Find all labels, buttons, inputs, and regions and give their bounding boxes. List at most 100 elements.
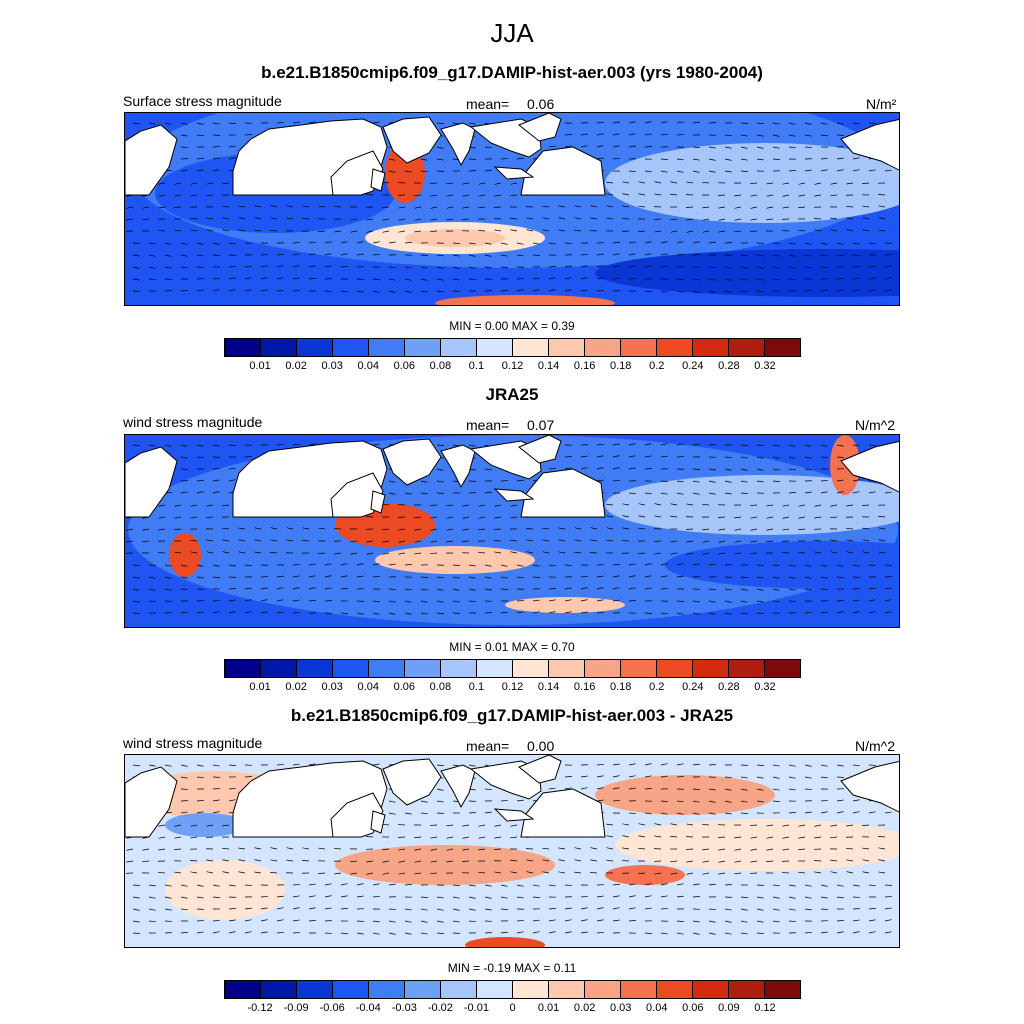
colorbar-tick-label: 0.2 (649, 681, 665, 693)
contour-region (435, 295, 615, 305)
landmass (518, 113, 562, 142)
colorbar-swatch (549, 981, 585, 998)
colorbar-tick-label: 0.01 (249, 360, 271, 372)
contour-region (165, 813, 245, 837)
colorbar-tick-label: 0.32 (754, 360, 776, 372)
colorbar-tick-label: 0.1 (468, 681, 485, 693)
colorbar-tick-label: 0.12 (754, 1002, 776, 1014)
contour-region (165, 860, 285, 920)
panel-1-title: b.e21.B1850cmip6.f09_g17.DAMIP-hist-aer.… (261, 63, 763, 82)
colorbar-swatch (513, 660, 549, 677)
colorbar-tick-label: 0.06 (393, 360, 416, 372)
figure-title: JJA (490, 18, 534, 48)
landmass (125, 446, 178, 518)
colorbar-swatch (333, 339, 369, 356)
colorbar-tick-label: 0.06 (682, 1002, 704, 1014)
panel-3-map (124, 754, 900, 948)
contour-region (605, 143, 899, 223)
colorbar-swatch (657, 981, 693, 998)
colorbar-tick-label: 0.03 (321, 681, 343, 693)
panel-1-mean-label: mean= (466, 96, 510, 112)
colorbar-tick-label: 0.01 (249, 681, 271, 693)
colorbar-swatch (621, 981, 657, 998)
colorbar-swatch (585, 339, 621, 356)
panel-1-colorbar (224, 338, 801, 357)
contour-region (615, 819, 899, 871)
landmass (518, 435, 562, 464)
landmass (370, 490, 386, 514)
colorbar-swatch (261, 339, 297, 356)
colorbar-swatch (333, 981, 369, 998)
colorbar-swatch (477, 339, 513, 356)
landmass (493, 488, 535, 502)
colorbar-swatch (513, 339, 549, 356)
colorbar-tick-label: -0.01 (463, 1002, 489, 1014)
colorbar-swatch (405, 660, 441, 677)
contour-region (405, 229, 505, 247)
panel-3-mean-label: mean= (466, 738, 510, 754)
landmass (382, 758, 442, 806)
landmass (840, 760, 899, 813)
panel-3-variable-label: wind stress magnitude (123, 735, 263, 751)
colorbar-swatch (765, 660, 800, 677)
contour-region (595, 775, 775, 815)
colorbar-tick-label: 0.24 (682, 360, 704, 372)
panel-1-variable-label: Surface stress magnitude (123, 93, 282, 109)
panel-2-mean-value: 0.07 (527, 417, 555, 433)
colorbar-tick-label: 0.08 (429, 360, 452, 372)
panel-3-title: b.e21.B1850cmip6.f09_g17.DAMIP-hist-aer.… (290, 706, 734, 725)
panel-1-units: N/m² (866, 96, 897, 112)
colorbar-swatch (729, 660, 765, 677)
colorbar-swatch (261, 660, 297, 677)
colorbar-tick-label: 0.04 (357, 681, 379, 693)
landmass (440, 122, 476, 167)
colorbar-tick-label: -0.02 (427, 1002, 453, 1014)
contour-region (605, 475, 899, 535)
panel-2-colorbar-ticks: 0.01 0.02 0.03 0.04 0.06 0.08 0.1 0.12 0.14 0.16 0… (224, 681, 801, 695)
panel-2-units: N/m^2 (855, 417, 896, 433)
colorbar-tick-label: 0.28 (718, 360, 740, 372)
panel-1-map (124, 112, 900, 306)
colorbar-tick-label: 0.16 (573, 360, 596, 372)
landmass (382, 116, 442, 164)
colorbar-swatch (477, 660, 513, 677)
colorbar-tick-label: 0.02 (285, 360, 307, 372)
colorbar-tick-label: 0.24 (682, 681, 704, 693)
colorbar-tick-label: -0.03 (391, 1002, 417, 1014)
colorbar-swatch (729, 339, 765, 356)
colorbar-swatch (549, 660, 585, 677)
landmass (330, 472, 384, 518)
colorbar-tick-label: -0.09 (283, 1002, 309, 1014)
colorbar-swatch (225, 339, 261, 356)
colorbar-swatch (441, 981, 477, 998)
panel-2-variable-label: wind stress magnitude (123, 414, 263, 430)
landmass (518, 755, 562, 784)
landmass (370, 810, 386, 834)
colorbar-tick-label: -0.04 (355, 1002, 381, 1014)
landmass (493, 166, 535, 180)
colorbar-swatch (297, 339, 333, 356)
panel-1-mean-value: 0.06 (527, 96, 555, 112)
colorbar-tick-label: 0 (509, 1002, 516, 1014)
colorbar-swatch (513, 981, 549, 998)
colorbar-tick-label: 0.28 (718, 681, 740, 693)
colorbar-swatch (225, 660, 261, 677)
colorbar-tick-label: 0.03 (609, 1002, 632, 1014)
colorbar-swatch (693, 981, 729, 998)
colorbar-swatch (369, 660, 405, 677)
contour-region (605, 865, 685, 885)
landmass (370, 168, 386, 192)
panel-2-colorbar (224, 659, 801, 678)
colorbar-tick-label: -0.12 (247, 1002, 273, 1014)
colorbar-tick-label: 0.06 (393, 681, 416, 693)
contour-region (505, 597, 625, 613)
colorbar-tick-label: 0.14 (537, 360, 560, 372)
colorbar-swatch (729, 981, 765, 998)
colorbar-tick-label: 0.1 (468, 360, 485, 372)
colorbar-swatch (693, 660, 729, 677)
colorbar-swatch (441, 339, 477, 356)
landmass (440, 764, 476, 809)
panel-3-mean-value: 0.00 (527, 738, 555, 754)
panel-3-colorbar (224, 980, 801, 999)
colorbar-swatch (621, 660, 657, 677)
